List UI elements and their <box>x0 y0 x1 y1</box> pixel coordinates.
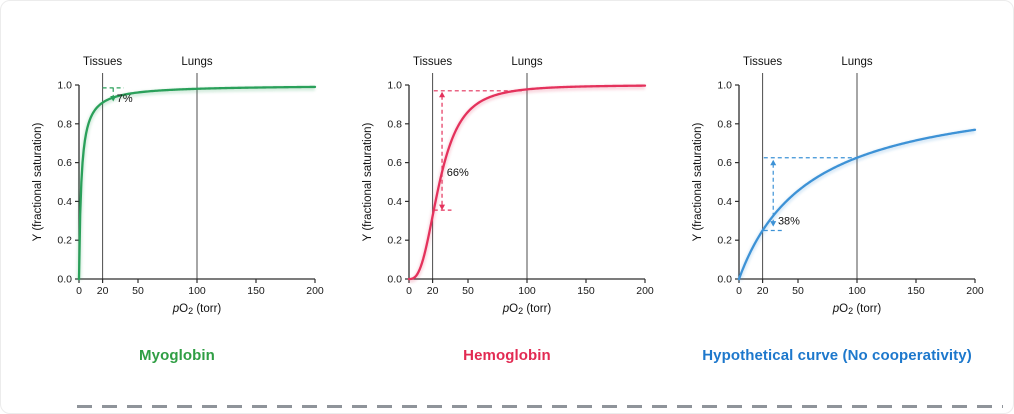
x-tick-label: 20 <box>97 285 109 297</box>
chart-myoglobin: Tissues Lungs 0.0 0.2 0.4 0.6 0.8 1.0 0 20 50 100 15… <box>27 29 327 364</box>
annotation-arrowhead-up <box>770 159 777 166</box>
y-tick-label: 0.0 <box>57 274 72 286</box>
y-tick-label: 0.6 <box>387 157 402 169</box>
hypothetical-chart-svg: Tissues Lungs 0.0 0.2 0.4 0.6 0.8 1.0 0 20 50 100 15… <box>692 56 984 316</box>
annotation-label: 66% <box>447 167 469 179</box>
annotation-label: 7% <box>117 93 133 105</box>
x-tick-label: 150 <box>247 285 265 297</box>
curve <box>77 85 317 281</box>
x-axis-label: pO2 (torr) <box>172 303 222 316</box>
y-tick-label: 0.6 <box>717 157 732 169</box>
chart-title-myoglobin: Myoglobin <box>139 347 215 364</box>
y-tick-label: 0.0 <box>717 274 732 286</box>
ref-line-label: Lungs <box>511 56 543 68</box>
y-tick-label: 0.4 <box>717 196 732 208</box>
y-tick-label: 1.0 <box>387 80 402 92</box>
x-axis-label: pO2 (torr) <box>502 303 552 316</box>
x-tick-label: 0 <box>406 285 412 297</box>
x-tick-label: 100 <box>188 285 206 297</box>
y-tick-label: 0.4 <box>387 196 402 208</box>
y-tick-label: 0.2 <box>57 235 72 247</box>
y-tick-label: 1.0 <box>57 80 72 92</box>
chart-hemoglobin: Tissues Lungs 0.0 0.2 0.4 0.6 0.8 1.0 0 20 50 100 15… <box>357 29 657 364</box>
myoglobin-chart-svg: Tissues Lungs 0.0 0.2 0.4 0.6 0.8 1.0 0 20 50 100 15… <box>32 56 324 316</box>
ref-line-label: Tissues <box>743 56 782 68</box>
x-tick-label: 50 <box>132 285 144 297</box>
y-tick-label: 1.0 <box>717 80 732 92</box>
x-tick-label: 20 <box>757 285 769 297</box>
x-tick-label: 200 <box>966 285 984 297</box>
y-axis-label: Y (fractional saturation) <box>32 122 44 241</box>
x-tick-label: 100 <box>518 285 536 297</box>
y-tick-label: 0.6 <box>57 157 72 169</box>
x-tick-label: 200 <box>636 285 654 297</box>
y-tick-label: 0.8 <box>57 118 72 130</box>
ref-line-label: Tissues <box>83 56 122 68</box>
x-tick-label: 20 <box>427 285 439 297</box>
x-tick-label: 100 <box>848 285 866 297</box>
ref-line-label: Lungs <box>841 56 873 68</box>
x-tick-label: 50 <box>792 285 804 297</box>
chart-title-hemoglobin: Hemoglobin <box>463 347 551 364</box>
x-tick-label: 0 <box>736 285 742 297</box>
y-tick-label: 0.0 <box>387 274 402 286</box>
y-tick-label: 0.8 <box>717 118 732 130</box>
curve <box>407 84 647 281</box>
y-tick-label: 0.2 <box>717 235 732 247</box>
ref-line-label: Tissues <box>413 56 452 68</box>
x-tick-label: 50 <box>462 285 474 297</box>
chart-title-hypothetical: Hypothetical curve (No cooperativity) <box>702 347 972 364</box>
annotation-label: 38% <box>778 215 800 227</box>
hemoglobin-chart-svg: Tissues Lungs 0.0 0.2 0.4 0.6 0.8 1.0 0 20 50 100 15… <box>362 56 654 316</box>
x-tick-label: 0 <box>76 285 82 297</box>
y-tick-label: 0.4 <box>57 196 72 208</box>
chart-hypothetical: Tissues Lungs 0.0 0.2 0.4 0.6 0.8 1.0 0 20 50 100 15… <box>687 29 987 364</box>
annotation-arrowhead-down <box>439 204 446 211</box>
x-axis-label: pO2 (torr) <box>832 303 882 316</box>
x-tick-label: 150 <box>907 285 925 297</box>
ref-line-label: Lungs <box>181 56 213 68</box>
x-tick-label: 200 <box>306 285 324 297</box>
y-tick-label: 0.2 <box>387 235 402 247</box>
y-axis-label: Y (fractional saturation) <box>362 122 374 241</box>
x-tick-label: 150 <box>577 285 595 297</box>
annotation-arrowhead-up <box>439 91 446 98</box>
y-tick-label: 0.8 <box>387 118 402 130</box>
annotation-arrowhead-down <box>110 95 117 102</box>
curve-shadow <box>76 85 316 281</box>
dashed-divider <box>77 405 1003 408</box>
charts-row: Tissues Lungs 0.0 0.2 0.4 0.6 0.8 1.0 0 20 50 100 15… <box>1 1 1013 364</box>
annotation-arrowhead-down <box>770 221 777 227</box>
y-axis-label: Y (fractional saturation) <box>692 122 704 241</box>
